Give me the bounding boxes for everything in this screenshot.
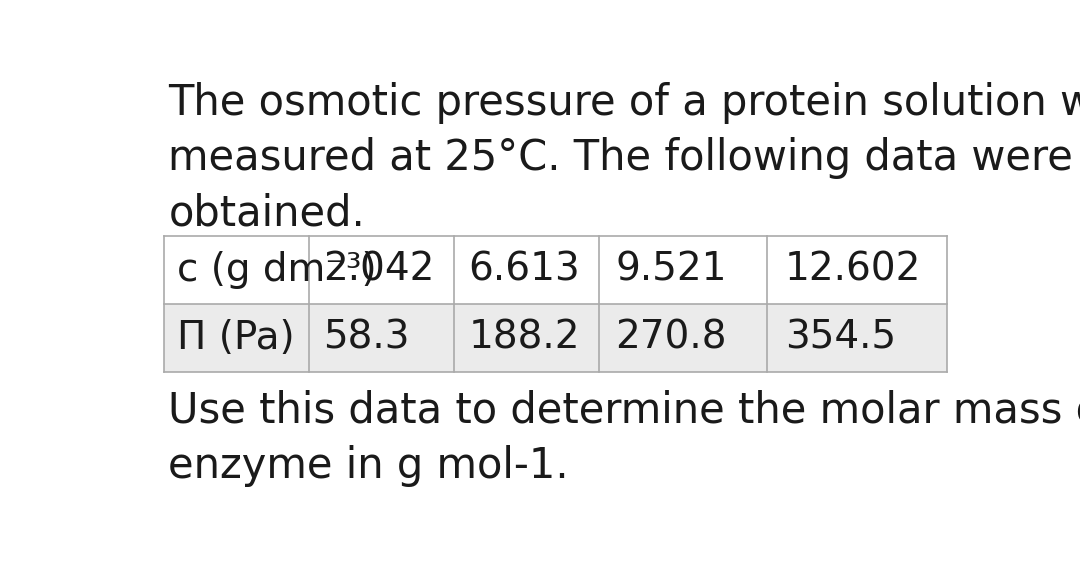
Text: 188.2: 188.2 <box>469 319 580 357</box>
Bar <box>164 236 947 304</box>
Text: 9.521: 9.521 <box>616 251 727 289</box>
Text: 58.3: 58.3 <box>324 319 410 357</box>
Text: The osmotic pressure of a protein solution was
measured at 25°C. The following d: The osmotic pressure of a protein soluti… <box>168 82 1080 234</box>
Bar <box>164 304 947 372</box>
Text: Use this data to determine the molar mass of the
enzyme in g mol-1.: Use this data to determine the molar mas… <box>168 389 1080 486</box>
Text: c (g dm⁻³): c (g dm⁻³) <box>177 251 377 289</box>
Text: 12.602: 12.602 <box>785 251 921 289</box>
Text: 6.613: 6.613 <box>469 251 580 289</box>
Text: Π (Pa): Π (Pa) <box>177 319 295 357</box>
Text: 270.8: 270.8 <box>616 319 727 357</box>
Text: 2.042: 2.042 <box>324 251 435 289</box>
Text: 354.5: 354.5 <box>785 319 896 357</box>
